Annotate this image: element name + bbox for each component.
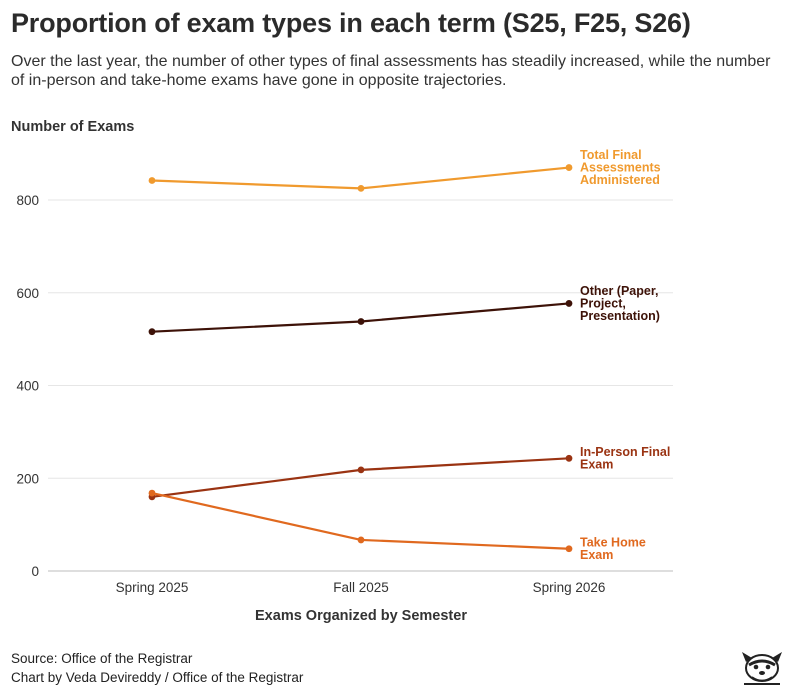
series-label: Exam bbox=[580, 548, 613, 562]
x-tick-label: Spring 2026 bbox=[533, 580, 606, 595]
chart-subtitle: Over the last year, the number of other … bbox=[11, 53, 771, 89]
series-label: Other (Paper, bbox=[580, 284, 659, 298]
data-point bbox=[357, 466, 365, 474]
data-point bbox=[357, 185, 365, 192]
x-axis-title: Exams Organized by Semester bbox=[255, 608, 467, 624]
x-tick-labels: Spring 2025 Fall 2025 Spring 2026 bbox=[116, 580, 606, 595]
series-line bbox=[151, 302, 570, 333]
series-line bbox=[151, 457, 570, 498]
y-tick-label: 0 bbox=[31, 564, 39, 579]
series-label: In-Person Final bbox=[580, 445, 670, 459]
chart-title: Proportion of exam types in each term (S… bbox=[11, 8, 691, 38]
series-lines bbox=[148, 164, 573, 553]
series-label: Take Home bbox=[580, 535, 646, 549]
y-tick-labels: 0 200 400 600 800 bbox=[16, 193, 39, 579]
series-label: Assessments bbox=[580, 161, 661, 175]
x-tick-label: Fall 2025 bbox=[333, 580, 389, 595]
series-label: Presentation) bbox=[580, 309, 660, 323]
series-label: Exam bbox=[580, 458, 613, 472]
y-tick-label: 400 bbox=[16, 379, 39, 394]
source-note: Source: Office of the Registrar bbox=[11, 651, 193, 666]
data-point bbox=[565, 454, 573, 462]
data-point bbox=[565, 545, 573, 553]
series-label: Total Final bbox=[580, 148, 642, 162]
chart-credit: Chart by Veda Devireddy / Office of the … bbox=[11, 670, 304, 685]
data-point bbox=[148, 489, 156, 497]
y-tick-label: 800 bbox=[16, 193, 39, 208]
series-label: Administered bbox=[580, 173, 660, 187]
y-tick-label: 200 bbox=[16, 471, 39, 486]
data-point bbox=[148, 328, 156, 336]
data-point bbox=[357, 318, 365, 325]
data-point bbox=[565, 164, 573, 171]
series-label: Project, bbox=[580, 296, 626, 310]
x-tick-label: Spring 2025 bbox=[116, 580, 189, 595]
data-point bbox=[357, 536, 365, 544]
mascot-logo-icon bbox=[742, 652, 782, 685]
gridlines bbox=[48, 199, 673, 572]
data-point bbox=[148, 177, 156, 184]
data-point bbox=[565, 300, 573, 307]
y-tick-label: 600 bbox=[16, 286, 39, 301]
y-axis-title: Number of Exams bbox=[11, 119, 135, 135]
